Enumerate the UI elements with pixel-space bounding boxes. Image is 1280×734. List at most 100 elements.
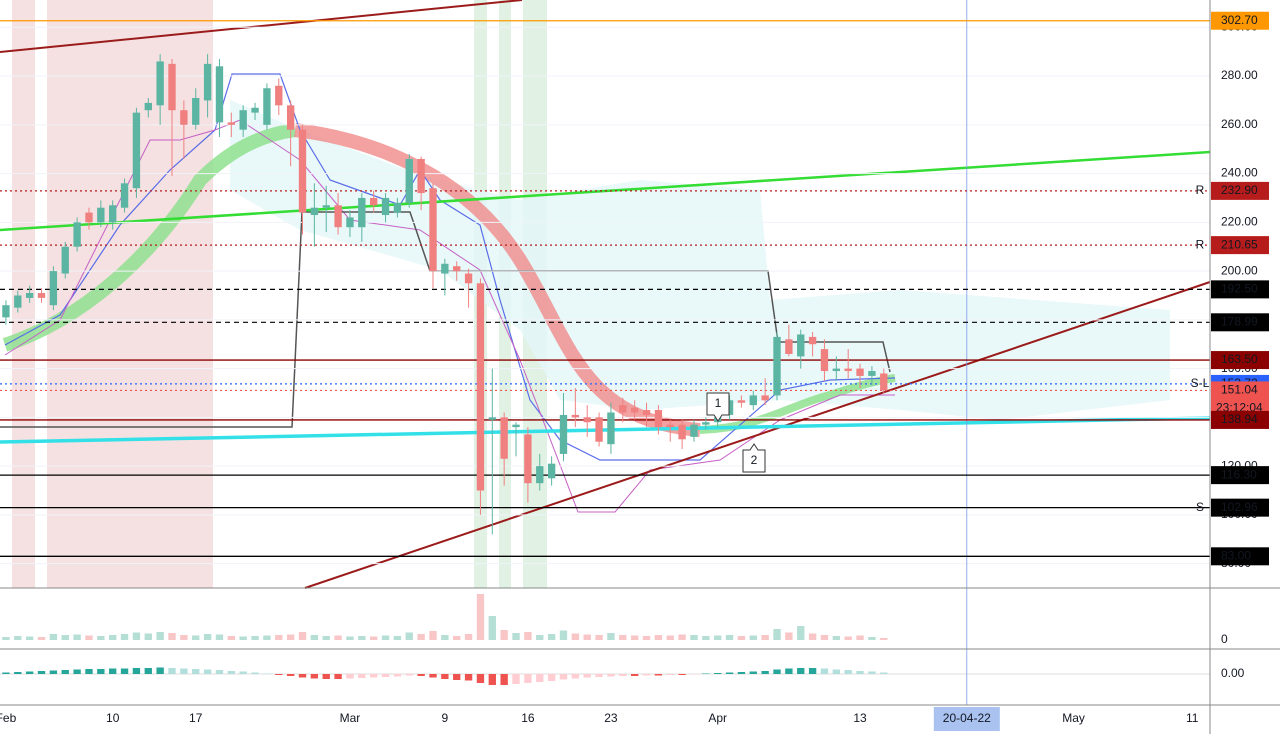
price-tag-label: 102.96 — [1221, 500, 1258, 514]
price-tag — [1211, 547, 1269, 566]
volume-bar — [476, 594, 485, 640]
volume-bar — [369, 636, 378, 640]
candle-body — [500, 417, 508, 459]
volume-bar — [263, 635, 271, 640]
level-tag: R — [1196, 237, 1205, 251]
ma-ribbon — [294, 123, 701, 437]
macd-bar — [381, 674, 390, 677]
candle-body — [441, 263, 449, 274]
macd-bar — [180, 668, 188, 674]
macd-bar — [832, 669, 841, 674]
candle-body — [464, 273, 473, 284]
volume-bar — [85, 635, 93, 640]
x-tick-label: 11 — [1186, 711, 1199, 725]
price-tag — [1211, 313, 1269, 332]
callout-box — [706, 392, 730, 422]
macd-bar — [109, 668, 117, 674]
macd-bar — [37, 671, 46, 674]
macd-bar — [405, 674, 413, 676]
volume-bar — [536, 635, 544, 640]
volume-bar — [547, 634, 556, 640]
price-tag-label: 178.99 — [1221, 314, 1258, 328]
macd-bar — [678, 674, 686, 675]
volume-bar — [97, 636, 105, 640]
x-tick-label: 23 — [604, 711, 618, 725]
highlight-band — [47, 0, 213, 588]
volume-bar — [429, 631, 437, 640]
candle-body — [654, 410, 663, 428]
indicator-line — [4, 119, 895, 513]
price-tag-label: 83.00 — [1221, 548, 1251, 562]
volume-bar — [61, 635, 69, 640]
volume-bar — [251, 636, 259, 640]
macd-bar — [524, 674, 532, 683]
price-tag-label: 210.65 — [1221, 237, 1258, 251]
macd-bar — [690, 674, 698, 675]
candle-body — [429, 188, 437, 272]
macd-bar — [453, 674, 461, 680]
price-tag-label: 192.50 — [1221, 282, 1258, 296]
candle-body — [322, 205, 330, 208]
macd-bar — [2, 672, 10, 674]
volume-bar — [381, 635, 390, 640]
macd-bar — [820, 668, 829, 674]
candle-body — [334, 205, 342, 228]
price-tag — [1211, 466, 1269, 485]
candle-body — [227, 122, 236, 125]
x-tick-label: 17 — [189, 711, 203, 725]
macd-bar — [808, 668, 817, 674]
volume-bar — [595, 635, 603, 640]
macd-bar — [880, 672, 888, 674]
volume-bar — [690, 635, 698, 640]
volume-bar — [678, 634, 686, 640]
volume-bar — [856, 635, 864, 640]
volume-bar — [737, 636, 746, 640]
candle-body — [358, 197, 366, 228]
candle-body — [156, 61, 164, 106]
macd-bar — [85, 669, 93, 674]
trend-line — [304, 281, 1211, 589]
candle-body — [880, 373, 888, 391]
macd-bar — [49, 670, 58, 674]
volume-bar — [73, 634, 81, 640]
volume-bar — [797, 626, 805, 640]
volume-bar — [761, 635, 769, 640]
candle-body — [417, 158, 425, 194]
price-tag-label: 151.04 — [1221, 383, 1258, 397]
candle-body — [192, 98, 200, 125]
volume-bar — [844, 636, 852, 640]
candle-body — [2, 305, 10, 318]
macd-bar — [61, 670, 69, 674]
volume-bar — [417, 634, 425, 640]
macd-bar — [619, 674, 627, 676]
volume-bar — [808, 633, 817, 640]
volume-bar — [619, 635, 627, 640]
price-tag-label: 163.50 — [1221, 352, 1258, 366]
trend-line — [0, 416, 1211, 444]
candle-body — [476, 283, 485, 491]
x-tick-label: Apr — [708, 711, 727, 725]
candle-body — [737, 400, 746, 403]
y-tick-label: 200.00 — [1221, 263, 1258, 277]
candle-body — [286, 105, 295, 130]
macd-bar — [132, 668, 141, 674]
volume-bar — [832, 636, 841, 640]
volume-bar — [607, 633, 615, 640]
macd-bar — [654, 674, 663, 676]
macd-bar — [773, 669, 781, 674]
candle-body — [180, 110, 188, 125]
candle-body — [678, 424, 686, 440]
macd-bar — [595, 674, 603, 677]
macd-bar — [547, 674, 556, 681]
x-tick-label: May — [1062, 711, 1085, 725]
candle-body — [642, 410, 651, 415]
background-decor — [0, 0, 1211, 589]
volume-bar — [405, 632, 413, 640]
macd-bar — [536, 674, 544, 682]
macd-bar — [310, 674, 319, 679]
macd-tick-label: 0.00 — [1221, 666, 1245, 680]
macd-bar — [797, 668, 805, 674]
candle-body — [571, 414, 580, 418]
price-tag-label: 138.94 — [1221, 412, 1258, 426]
